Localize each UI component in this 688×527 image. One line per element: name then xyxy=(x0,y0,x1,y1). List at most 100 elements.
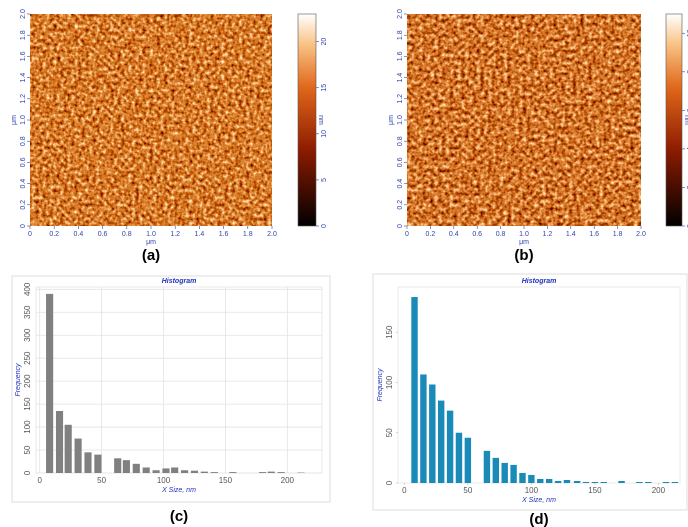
bar xyxy=(420,374,427,483)
x-tick-label: 0.8 xyxy=(496,231,506,238)
chart-title: Histogram xyxy=(522,278,557,285)
bar xyxy=(84,452,92,473)
x-axis-label: X Size, nm xyxy=(161,487,196,494)
y-axis-label: Frequency xyxy=(15,363,22,397)
x-axis-label: μm xyxy=(519,239,529,246)
bar xyxy=(618,480,625,483)
bar xyxy=(582,481,590,483)
x-tick-label: 1.4 xyxy=(566,231,576,238)
colorbar-tick-label: 10 xyxy=(321,130,328,138)
bar xyxy=(446,410,454,483)
y-tick-label: 1.8 xyxy=(20,30,27,40)
x-tick-label: 100 xyxy=(157,476,171,485)
bar xyxy=(267,471,275,473)
y-tick-label: 0.2 xyxy=(20,200,27,210)
bar xyxy=(210,472,218,473)
bar xyxy=(455,432,463,483)
y-tick-label: 2.0 xyxy=(397,9,404,19)
bar xyxy=(142,467,150,473)
bar xyxy=(645,481,652,483)
y-tick-label: 1.8 xyxy=(397,30,404,40)
colorbar-tick-label: 6 xyxy=(687,108,688,112)
y-tick-label: 1.6 xyxy=(397,51,404,61)
bar xyxy=(259,472,267,473)
y-tick-label: 1.0 xyxy=(397,115,404,125)
x-tick-label: 0 xyxy=(405,231,409,238)
colorbar-tick-label: 20 xyxy=(321,38,328,46)
x-tick-label: 100 xyxy=(525,486,539,495)
colorbar-label: nm xyxy=(317,115,324,125)
y-tick-label: 50 xyxy=(23,445,32,454)
bar xyxy=(114,458,122,473)
y-tick-label: 100 xyxy=(23,420,32,434)
y-tick-label: 1.2 xyxy=(397,94,404,104)
colorbar-tick-label: 8 xyxy=(687,70,688,74)
y-tick-label: 250 xyxy=(23,351,32,365)
y-tick-label: 400 xyxy=(23,282,32,296)
x-axis-label: μm xyxy=(146,239,156,246)
bar xyxy=(573,480,581,483)
bar xyxy=(519,472,526,483)
bar xyxy=(464,437,472,483)
bar xyxy=(554,480,562,483)
x-tick-label: 150 xyxy=(588,486,602,495)
bar xyxy=(501,462,508,483)
x-tick-label: 0.2 xyxy=(49,231,59,238)
x-tick-label: 0.4 xyxy=(74,231,84,238)
bar xyxy=(94,454,102,473)
y-tick-label: 150 xyxy=(23,397,32,411)
x-tick-label: 0.2 xyxy=(426,231,436,238)
x-tick-label: 1.2 xyxy=(170,231,180,238)
bar xyxy=(46,293,54,473)
colorbar-tick-label: 15 xyxy=(321,84,328,92)
x-tick-label: 1.4 xyxy=(195,231,205,238)
x-tick-label: 200 xyxy=(281,476,295,485)
bar xyxy=(429,384,436,483)
y-tick-label: 1.0 xyxy=(20,115,27,125)
x-tick-label: 50 xyxy=(97,476,106,485)
bar xyxy=(528,474,535,483)
bar xyxy=(411,297,418,483)
colorbar-tick-label: 0 xyxy=(687,224,688,228)
bar xyxy=(437,400,445,483)
y-tick-label: 1.6 xyxy=(20,51,27,61)
colorbar-label: nm xyxy=(683,115,688,125)
x-tick-label: 0.8 xyxy=(122,231,132,238)
caption: (c) xyxy=(170,508,188,525)
y-tick-label: 100 xyxy=(385,375,394,389)
bar xyxy=(277,472,285,473)
bar xyxy=(200,471,208,473)
y-tick-label: 0.4 xyxy=(20,179,27,189)
y-tick-label: 1.4 xyxy=(397,73,404,83)
bar xyxy=(74,438,82,473)
x-tick-label: 2.0 xyxy=(636,231,646,238)
x-tick-label: 1.0 xyxy=(519,231,529,238)
y-tick-label: 0 xyxy=(23,470,32,475)
y-tick-label: 0.6 xyxy=(20,157,27,167)
x-tick-label: 200 xyxy=(652,486,666,495)
y-axis-label: μm xyxy=(11,115,18,125)
bar xyxy=(55,411,64,473)
bar xyxy=(132,463,140,473)
caption: (b) xyxy=(514,247,533,264)
x-tick-label: 0 xyxy=(37,476,42,485)
bar xyxy=(662,481,670,483)
x-tick-label: 0.6 xyxy=(472,231,482,238)
bar xyxy=(229,472,237,473)
y-axis-label: Frequency xyxy=(377,368,384,402)
bar xyxy=(171,467,179,473)
bar xyxy=(545,478,553,483)
x-tick-label: 0.6 xyxy=(98,231,108,238)
x-tick-label: 1.2 xyxy=(543,231,553,238)
x-tick-label: 1.0 xyxy=(146,231,156,238)
bar xyxy=(152,470,160,473)
bar xyxy=(591,481,599,483)
bar xyxy=(600,481,607,483)
y-tick-label: 0 xyxy=(397,224,404,228)
bar xyxy=(537,478,544,483)
colorbar-tick-label: 4 xyxy=(687,147,688,151)
bar xyxy=(122,460,130,473)
x-tick-label: 1.6 xyxy=(219,231,229,238)
y-tick-label: 0.6 xyxy=(397,157,404,167)
